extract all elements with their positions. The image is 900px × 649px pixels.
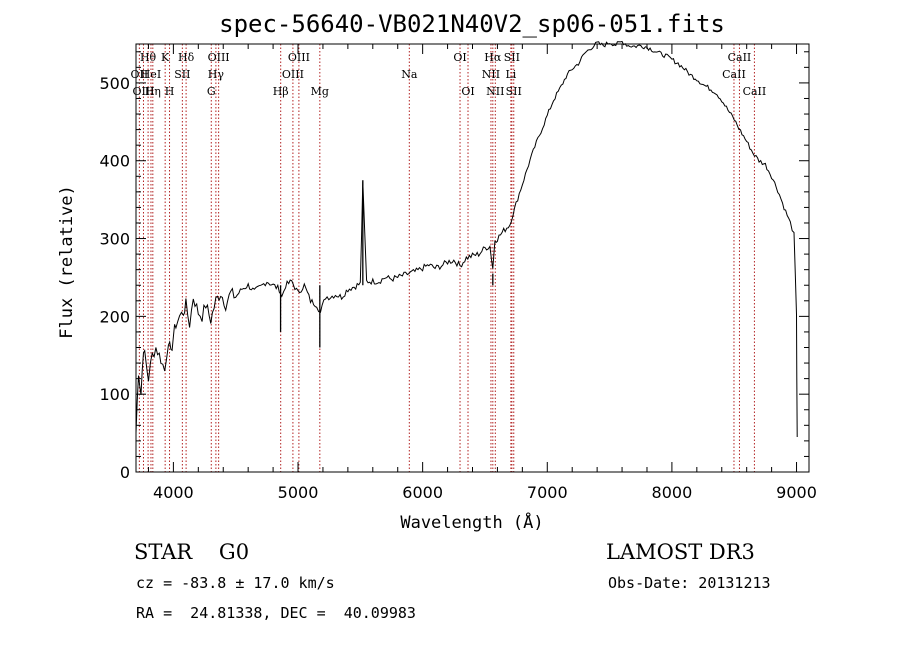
line-label-3: HeI: [141, 68, 161, 81]
line-label-7: H: [165, 85, 175, 98]
observation-date: Obs-Date: 20131213: [608, 574, 771, 592]
line-label-0: Hθ: [140, 51, 157, 64]
y-axis-label: Flux (relative): [57, 185, 77, 339]
line-markers: [138, 44, 755, 472]
line-label-8: Hδ: [178, 51, 195, 64]
y-ticks: 0 100 200 300 400 500: [99, 51, 809, 482]
y-tick-label: 100: [99, 385, 130, 404]
x-tick-label: 4000: [153, 483, 194, 502]
line-label-2: OIII: [132, 85, 154, 98]
coordinates: RA = 24.81338, DEC = 40.09983: [136, 604, 416, 622]
line-labels: Hθ OII OIII HeI Hη K SII H Hδ OIII Hγ G OIII OIII Hβ Mg…: [131, 51, 767, 98]
x-ticks: 4000 5000 6000 7000 8000 9000: [147, 44, 817, 502]
line-label-12: OIII: [288, 51, 310, 64]
line-label-9: OIII: [208, 51, 230, 64]
line-label-24: SII: [506, 85, 522, 98]
line-label-15: Mg: [311, 85, 329, 98]
spectrum-spikes: [279, 180, 494, 348]
line-label-11: G: [207, 85, 216, 98]
line-label-26: CaII: [722, 68, 746, 81]
y-tick-label: 200: [99, 307, 130, 326]
chart-title: spec-56640-VB021N40V2_sp06-051.fits: [219, 10, 725, 38]
x-tick-label: 7000: [527, 483, 568, 502]
line-label-20: SII: [504, 51, 520, 64]
line-label-17: OI: [453, 51, 466, 64]
x-axis-label: Wavelength (Å): [400, 511, 543, 533]
y-tick-label: 0: [120, 463, 130, 482]
y-tick-label: 500: [99, 74, 130, 93]
survey-name: LAMOST DR3: [606, 540, 755, 564]
line-label-23: NII: [486, 85, 504, 98]
spectrum-line: [135, 40, 798, 438]
y-tick-label: 300: [99, 230, 130, 249]
y-tick-label: 400: [99, 152, 130, 171]
object-type: STAR G0: [134, 540, 250, 564]
line-label-4: Hη: [145, 85, 161, 98]
line-label-18: OI: [461, 85, 474, 98]
plot-frame: [135, 43, 810, 473]
line-label-6: SII: [174, 68, 190, 81]
x-tick-label: 8000: [652, 483, 693, 502]
line-label-16: Na: [401, 68, 418, 81]
line-label-14: Hβ: [273, 85, 289, 98]
x-tick-label: 9000: [776, 483, 817, 502]
line-label-1: OII: [131, 68, 149, 81]
line-label-5: K: [161, 51, 170, 64]
line-label-22: Li: [505, 68, 516, 81]
line-label-19: Hα: [484, 51, 502, 64]
line-label-10: Hγ: [208, 68, 225, 81]
x-tick-label: 6000: [402, 483, 443, 502]
x-tick-label: 5000: [278, 483, 319, 502]
line-label-21: NII: [482, 68, 500, 81]
line-label-27: CaII: [743, 85, 767, 98]
line-label-13: OIII: [282, 68, 304, 81]
line-label-25: CaII: [728, 51, 752, 64]
redshift-cz: cz = -83.8 ± 17.0 km/s: [136, 574, 335, 592]
